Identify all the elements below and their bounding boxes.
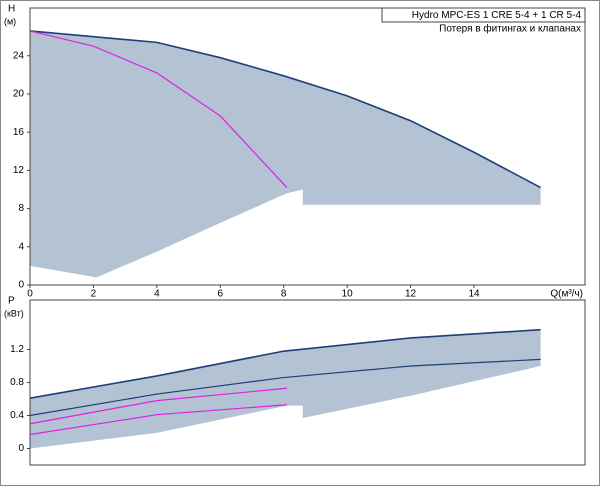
y-tick-label: 0.4 [10,410,24,421]
y-tick-label: 0 [18,443,24,454]
y-axis-unit: (м) [4,16,16,26]
y-tick-label: 16 [13,127,25,138]
y-axis-label: H [8,4,15,15]
y-tick-label: 0 [18,280,24,291]
y-axis-unit: (кВт) [4,308,24,318]
legend-box [381,7,586,23]
curve [29,30,541,189]
curve [29,328,541,399]
y-tick-label: 4 [18,241,24,252]
y-tick-label: 24 [13,50,25,61]
x-tick-label: 8 [281,289,287,300]
y-tick-label: 8 [18,203,24,214]
y-tick-label: 0.8 [10,377,24,388]
y-tick-label: 1.2 [10,344,24,355]
x-axis-label: Q(м³/ч) [550,289,583,300]
curve [29,404,287,436]
curve [29,358,541,417]
operating-area [30,30,541,278]
curve [29,30,288,188]
legend-title: Hydro MPC-ES 1 CRE 5-4 + 1 CR 5-4 [412,10,582,21]
x-tick-label: 2 [91,289,97,300]
x-tick-label: 0 [27,289,33,300]
x-tick-label: 4 [154,289,160,300]
y-tick-label: 20 [13,89,25,100]
y-axis-label: P [8,296,15,307]
x-tick-label: 10 [342,289,354,300]
curve [29,387,287,425]
plot-frame [29,7,586,286]
y-tick-label: 12 [13,165,25,176]
x-tick-label: 14 [468,289,480,300]
legend-note: Потеря в фитингах и клапанах [439,23,581,35]
x-tick-label: 12 [405,289,417,300]
operating-area [30,329,541,449]
x-tick-label: 6 [218,289,224,300]
